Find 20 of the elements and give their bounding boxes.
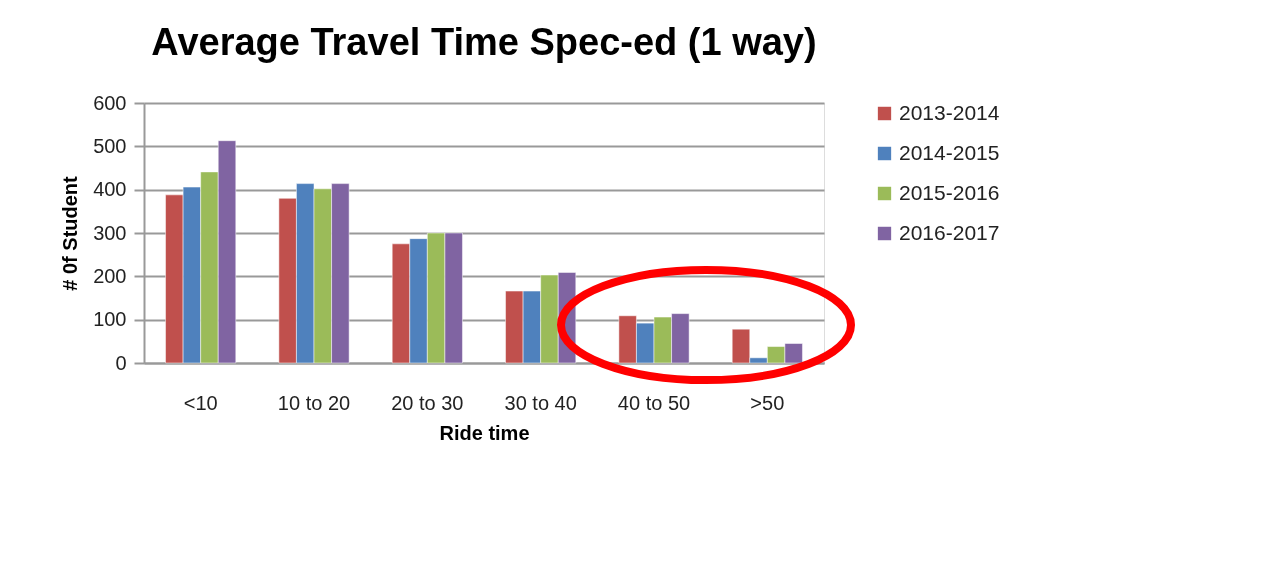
- chart-title: Average Travel Time Spec-ed (1 way): [151, 21, 817, 63]
- y-tick-label: 600: [93, 91, 127, 114]
- x-axis-title: Ride time: [439, 421, 530, 444]
- y-tick-label: 0: [115, 351, 127, 374]
- x-tick-label: 10 to 20: [277, 391, 351, 414]
- legend-label: 2014-2015: [899, 140, 1000, 164]
- legend-label: 2015-2016: [899, 180, 1000, 204]
- x-tick-label: 30 to 40: [504, 391, 577, 414]
- x-tick-label: <10: [183, 391, 218, 414]
- y-axis-title: # 0f Student: [59, 175, 82, 291]
- x-tick-label: >50: [750, 391, 785, 414]
- y-tick-label: 500: [93, 134, 127, 157]
- legend-label: 2013-2014: [899, 100, 1000, 124]
- y-tick-label: 100: [93, 308, 127, 331]
- y-tick-label: 300: [93, 221, 127, 244]
- x-tick-label: 20 to 30: [391, 391, 464, 414]
- legend-label: 2016-2017: [899, 220, 1000, 244]
- y-tick-label: 400: [93, 178, 127, 201]
- y-tick-label: 200: [93, 264, 127, 287]
- x-tick-label: 40 to 50: [617, 391, 691, 414]
